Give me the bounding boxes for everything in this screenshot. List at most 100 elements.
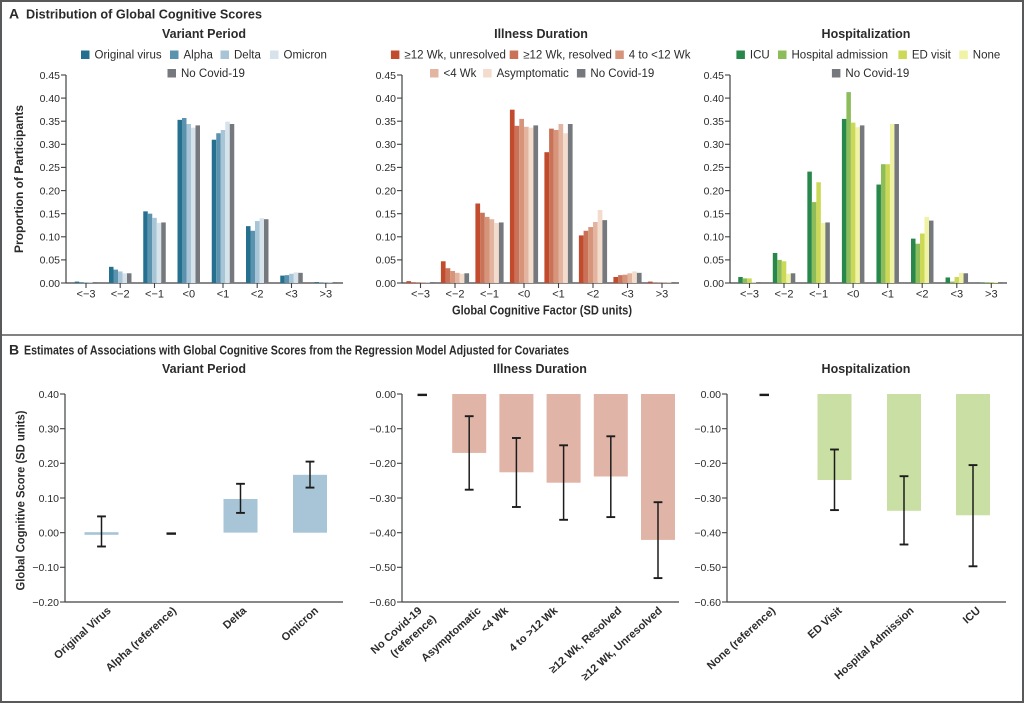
svg-text:0.05: 0.05 xyxy=(376,255,397,267)
svg-text:Asymptomatic: Asymptomatic xyxy=(497,68,569,80)
svg-text:0.15: 0.15 xyxy=(704,209,725,221)
svg-text:<2: <2 xyxy=(916,289,929,301)
svg-text:0.20: 0.20 xyxy=(39,458,60,470)
svg-text:0.35: 0.35 xyxy=(40,116,61,128)
svg-text:<3: <3 xyxy=(285,289,298,301)
svg-text:ICU: ICU xyxy=(750,50,770,62)
svg-text:−0.10: −0.10 xyxy=(369,424,396,436)
svg-text:0.15: 0.15 xyxy=(376,209,397,221)
svg-text:−0.30: −0.30 xyxy=(694,493,721,505)
svg-text:<4 Wk: <4 Wk xyxy=(444,68,477,80)
svg-text:0.40: 0.40 xyxy=(40,93,61,105)
svg-text:<0: <0 xyxy=(183,289,196,301)
svg-text:−0.20: −0.20 xyxy=(32,597,59,609)
svg-text:ED visit: ED visit xyxy=(912,50,952,62)
svg-text:<0: <0 xyxy=(518,289,531,301)
svg-text:−0.60: −0.60 xyxy=(694,597,721,609)
svg-text:0.20: 0.20 xyxy=(704,185,725,197)
svg-text:0.45: 0.45 xyxy=(376,70,397,82)
svg-text:Delta: Delta xyxy=(234,50,261,62)
svg-text:0.10: 0.10 xyxy=(39,493,60,505)
svg-text:None: None xyxy=(973,50,1001,62)
svg-text:B: B xyxy=(9,342,19,358)
svg-text:−0.20: −0.20 xyxy=(694,458,721,470)
svg-text:Variant Period: Variant Period xyxy=(162,27,246,41)
svg-text:0.30: 0.30 xyxy=(704,139,725,151)
svg-text:−0.40: −0.40 xyxy=(694,528,721,540)
svg-text:<2: <2 xyxy=(251,289,264,301)
svg-text:<−2: <−2 xyxy=(446,289,465,301)
svg-text:<3: <3 xyxy=(621,289,634,301)
svg-text:<−1: <−1 xyxy=(145,289,164,301)
svg-text:<3: <3 xyxy=(951,289,964,301)
svg-text:Variant Period: Variant Period xyxy=(162,362,246,376)
svg-text:Alpha: Alpha xyxy=(184,50,214,62)
svg-text:0.05: 0.05 xyxy=(40,255,61,267)
svg-text:−0.50: −0.50 xyxy=(369,562,396,574)
svg-text:No Covid-19: No Covid-19 xyxy=(845,68,909,80)
svg-text:0.20: 0.20 xyxy=(40,185,61,197)
svg-text:0.10: 0.10 xyxy=(376,232,397,244)
svg-text:4 to <12 Wk: 4 to <12 Wk xyxy=(629,50,691,62)
svg-text:0.15: 0.15 xyxy=(40,209,61,221)
svg-text:<−2: <−2 xyxy=(775,289,794,301)
svg-text:0.30: 0.30 xyxy=(376,139,397,151)
svg-text:<0: <0 xyxy=(847,289,860,301)
svg-text:>3: >3 xyxy=(320,289,333,301)
svg-text:Global Cognitive Factor (SD un: Global Cognitive Factor (SD units) xyxy=(452,304,632,318)
svg-text:>3: >3 xyxy=(985,289,998,301)
svg-text:No Covid-19: No Covid-19 xyxy=(181,68,245,80)
svg-text:−0.50: −0.50 xyxy=(694,562,721,574)
svg-text:0.00: 0.00 xyxy=(704,278,725,290)
svg-text:Illness Duration: Illness Duration xyxy=(494,27,588,41)
svg-text:<−1: <−1 xyxy=(480,289,499,301)
svg-text:0.25: 0.25 xyxy=(40,162,61,174)
svg-text:0.05: 0.05 xyxy=(704,255,725,267)
svg-text:<−3: <−3 xyxy=(77,289,96,301)
svg-text:No Covid-19: No Covid-19 xyxy=(590,68,654,80)
svg-text:Hospital admission: Hospital admission xyxy=(792,50,889,62)
svg-text:0.35: 0.35 xyxy=(704,116,725,128)
svg-text:Original virus: Original virus xyxy=(95,50,162,62)
svg-text:0.25: 0.25 xyxy=(376,162,397,174)
svg-text:A: A xyxy=(9,6,19,22)
svg-text:Estimates of Associations with: Estimates of Associations with Global Co… xyxy=(24,344,569,358)
svg-text:0.10: 0.10 xyxy=(704,232,725,244)
svg-text:<−2: <−2 xyxy=(111,289,130,301)
svg-text:<−3: <−3 xyxy=(411,289,430,301)
svg-text:−0.10: −0.10 xyxy=(32,562,59,574)
svg-text:<2: <2 xyxy=(587,289,600,301)
svg-text:Illness Duration: Illness Duration xyxy=(493,362,587,376)
svg-text:≥12 Wk, resolved: ≥12 Wk, resolved xyxy=(523,50,612,62)
svg-text:0.30: 0.30 xyxy=(39,424,60,436)
svg-text:0.00: 0.00 xyxy=(376,278,397,290)
svg-text:<−3: <−3 xyxy=(740,289,759,301)
svg-text:0.00: 0.00 xyxy=(39,528,60,540)
svg-text:>3: >3 xyxy=(656,289,669,301)
svg-text:0.00: 0.00 xyxy=(376,389,397,401)
svg-text:−0.60: −0.60 xyxy=(369,597,396,609)
svg-text:<1: <1 xyxy=(881,289,894,301)
svg-text:0.40: 0.40 xyxy=(704,93,725,105)
svg-text:Omicron: Omicron xyxy=(284,50,327,62)
svg-text:Distribution of Global Cogniti: Distribution of Global Cognitive Scores xyxy=(26,8,262,22)
svg-text:Proportion of Participants: Proportion of Participants xyxy=(12,105,26,253)
svg-text:0.20: 0.20 xyxy=(376,185,397,197)
svg-text:0.25: 0.25 xyxy=(704,162,725,174)
svg-text:−0.20: −0.20 xyxy=(369,458,396,470)
svg-text:−0.10: −0.10 xyxy=(694,424,721,436)
svg-text:0.45: 0.45 xyxy=(40,70,61,82)
svg-text:0.40: 0.40 xyxy=(376,93,397,105)
svg-text:Hospitalization: Hospitalization xyxy=(822,362,911,376)
svg-text:0.30: 0.30 xyxy=(40,139,61,151)
svg-text:<1: <1 xyxy=(552,289,565,301)
svg-text:≥12 Wk, unresolved: ≥12 Wk, unresolved xyxy=(404,50,506,62)
svg-text:0.35: 0.35 xyxy=(376,116,397,128)
svg-text:0.40: 0.40 xyxy=(39,389,60,401)
svg-text:Hospitalization: Hospitalization xyxy=(822,27,911,41)
svg-text:0.10: 0.10 xyxy=(40,232,61,244)
svg-text:<−1: <−1 xyxy=(809,289,828,301)
svg-text:0.00: 0.00 xyxy=(701,389,722,401)
svg-text:−0.40: −0.40 xyxy=(369,528,396,540)
svg-text:0.00: 0.00 xyxy=(40,278,61,290)
